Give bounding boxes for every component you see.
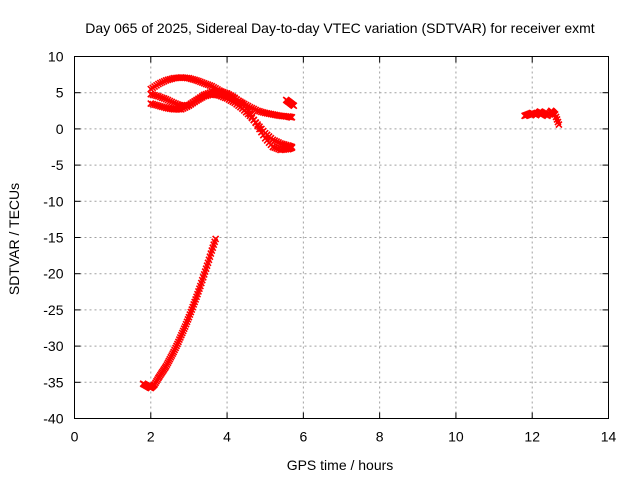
data-point xyxy=(183,101,191,109)
series-lower-arc xyxy=(147,87,296,154)
data-point xyxy=(154,92,162,100)
data-points xyxy=(139,73,563,392)
x-tick-label: 12 xyxy=(524,429,540,445)
y-tick-label: -15 xyxy=(43,230,63,246)
data-point xyxy=(288,113,296,121)
data-point xyxy=(194,77,203,85)
y-tick-label: 5 xyxy=(56,85,64,101)
x-tick-label: 0 xyxy=(71,429,79,445)
data-point xyxy=(288,144,296,152)
data-point xyxy=(221,89,229,97)
data-point xyxy=(200,79,208,87)
data-point xyxy=(192,76,201,84)
series-steep-descent xyxy=(139,235,220,392)
x-tick-label: 4 xyxy=(223,429,231,445)
data-point xyxy=(158,94,166,102)
data-point xyxy=(202,80,210,88)
x-tick-label: 10 xyxy=(448,429,464,445)
data-point xyxy=(555,120,563,129)
chart-title: Day 065 of 2025, Sidereal Day-to-day VTE… xyxy=(85,20,594,36)
data-point xyxy=(172,99,180,108)
y-tick-label: -25 xyxy=(43,302,63,318)
data-point xyxy=(212,235,220,243)
data-point xyxy=(173,100,182,108)
y-tick-label: -35 xyxy=(43,374,63,390)
data-point xyxy=(170,99,178,107)
x-tick-label: 6 xyxy=(299,429,307,445)
y-axis-label: SDTVAR / TECUs xyxy=(6,183,22,295)
series-right-cluster xyxy=(521,107,563,129)
y-tick-label: 10 xyxy=(48,49,64,65)
x-tick-label: 2 xyxy=(147,429,155,445)
data-point xyxy=(198,78,206,87)
data-point xyxy=(160,94,168,103)
data-point xyxy=(206,81,214,90)
data-point xyxy=(202,90,210,98)
x-axis-label: GPS time / hours xyxy=(287,457,394,473)
y-tick-label: -30 xyxy=(43,338,63,354)
data-point xyxy=(196,78,204,86)
data-point xyxy=(269,143,277,151)
y-tick-label: -10 xyxy=(43,193,63,209)
data-point xyxy=(204,81,212,89)
y-tick-label: -40 xyxy=(43,411,63,427)
x-tick-label: 14 xyxy=(601,429,617,445)
y-tick-label: -5 xyxy=(51,157,64,173)
data-point xyxy=(200,91,208,99)
data-point xyxy=(271,144,279,152)
y-tick-label: 0 xyxy=(56,121,64,137)
data-point xyxy=(290,102,298,110)
data-point xyxy=(156,93,164,101)
data-point xyxy=(273,144,281,153)
axis-ticks: 0 2 4 6 8 10 12 14 10 5 0 -5 -10 -15 -20 -25 -30 -35 -40 xyxy=(43,49,616,445)
data-point xyxy=(204,89,212,97)
y-tick-label: -20 xyxy=(43,266,63,282)
x-tick-label: 8 xyxy=(376,429,384,445)
series-short-segment xyxy=(282,96,298,110)
